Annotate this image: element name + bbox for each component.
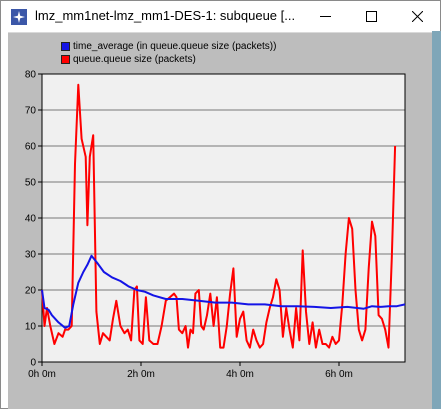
y-tick-label: 20 (25, 286, 37, 297)
y-tick-label: 40 (25, 214, 37, 225)
series-line-time-average (41, 254, 406, 329)
close-button[interactable] (394, 1, 440, 32)
maximize-icon (365, 11, 377, 22)
y-tick-label: 70 (25, 106, 37, 117)
y-tick-label: 80 (25, 70, 37, 81)
x-tick-label: 0h 0m (28, 369, 56, 380)
series-line-queue-size (41, 83, 397, 349)
legend-swatch-red (61, 55, 70, 64)
legend-label: queue.queue size (packets) (73, 54, 196, 65)
chart-panel: 0 10 20 30 40 50 60 70 80 0h 0m 2h 0m 4h 0m 6h 0m t… (8, 32, 433, 409)
y-tick-label: 0 (30, 358, 36, 369)
minimize-button[interactable] (302, 1, 348, 32)
grid-lines (42, 109, 405, 327)
minimize-icon (319, 11, 331, 22)
app-icon (11, 9, 27, 25)
legend-item-time-average: time_average (in queue.queue size (packe… (61, 40, 276, 53)
legend-swatch-blue (61, 42, 70, 51)
y-tick-label: 60 (25, 142, 37, 153)
line-chart: 0 10 20 30 40 50 60 70 80 0h 0m 2h 0m 4h 0m 6h 0m (25, 70, 406, 380)
series-lines (41, 83, 406, 349)
y-tick-label: 30 (25, 250, 37, 261)
close-icon (411, 11, 423, 22)
y-tick-label: 50 (25, 178, 37, 189)
maximize-button[interactable] (348, 1, 394, 32)
legend-label: time_average (in queue.queue size (packe… (73, 41, 277, 52)
window-title: lmz_mm1net-lmz_mm1-DES-1: subqueue [... (35, 8, 296, 23)
y-axis-ticks: 0 10 20 30 40 50 60 70 80 (25, 70, 42, 369)
legend: time_average (in queue.queue size (packe… (61, 40, 276, 66)
x-tick-label: 4h 0m (226, 369, 254, 380)
background-desktop-strip (432, 31, 441, 409)
x-tick-label: 2h 0m (127, 369, 155, 380)
x-tick-label: 6h 0m (325, 369, 353, 380)
y-tick-label: 10 (25, 322, 37, 333)
title-bar[interactable]: lmz_mm1net-lmz_mm1-DES-1: subqueue [... (1, 1, 440, 32)
x-axis-ticks: 0h 0m 2h 0m 4h 0m 6h 0m (28, 362, 353, 380)
legend-item-queue-size: queue.queue size (packets) (61, 53, 276, 66)
